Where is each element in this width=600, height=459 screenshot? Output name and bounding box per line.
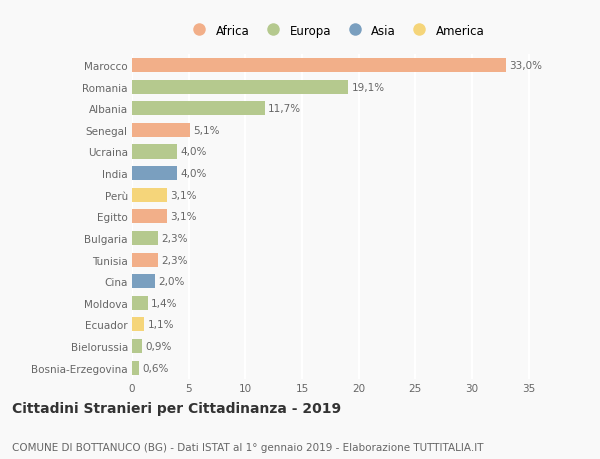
Bar [132,167,178,181]
Text: 11,7%: 11,7% [268,104,301,114]
Text: 2,0%: 2,0% [158,277,184,286]
Bar [132,296,148,310]
Legend: Africa, Europa, Asia, America: Africa, Europa, Asia, America [185,22,487,40]
Text: COMUNE DI BOTTANUCO (BG) - Dati ISTAT al 1° gennaio 2019 - Elaborazione TUTTITAL: COMUNE DI BOTTANUCO (BG) - Dati ISTAT al… [12,442,484,452]
Bar [132,231,158,246]
Text: 4,0%: 4,0% [181,169,207,179]
Text: Cittadini Stranieri per Cittadinanza - 2019: Cittadini Stranieri per Cittadinanza - 2… [12,402,341,415]
Bar [132,145,178,159]
Bar [132,274,155,289]
Text: 2,3%: 2,3% [161,234,188,243]
Text: 2,3%: 2,3% [161,255,188,265]
Bar [132,318,145,332]
Bar [132,253,158,267]
Text: 19,1%: 19,1% [352,83,385,92]
Bar [132,123,190,138]
Text: 0,9%: 0,9% [146,341,172,351]
Bar [132,188,167,202]
Text: 3,1%: 3,1% [170,212,197,222]
Text: 3,1%: 3,1% [170,190,197,200]
Text: 0,6%: 0,6% [142,363,169,373]
Text: 5,1%: 5,1% [193,126,220,135]
Bar [132,102,265,116]
Bar [132,59,506,73]
Bar [132,80,349,95]
Text: 1,1%: 1,1% [148,320,175,330]
Text: 1,4%: 1,4% [151,298,178,308]
Text: 4,0%: 4,0% [181,147,207,157]
Bar [132,210,167,224]
Text: 33,0%: 33,0% [509,61,542,71]
Bar [132,361,139,375]
Bar [132,339,142,353]
